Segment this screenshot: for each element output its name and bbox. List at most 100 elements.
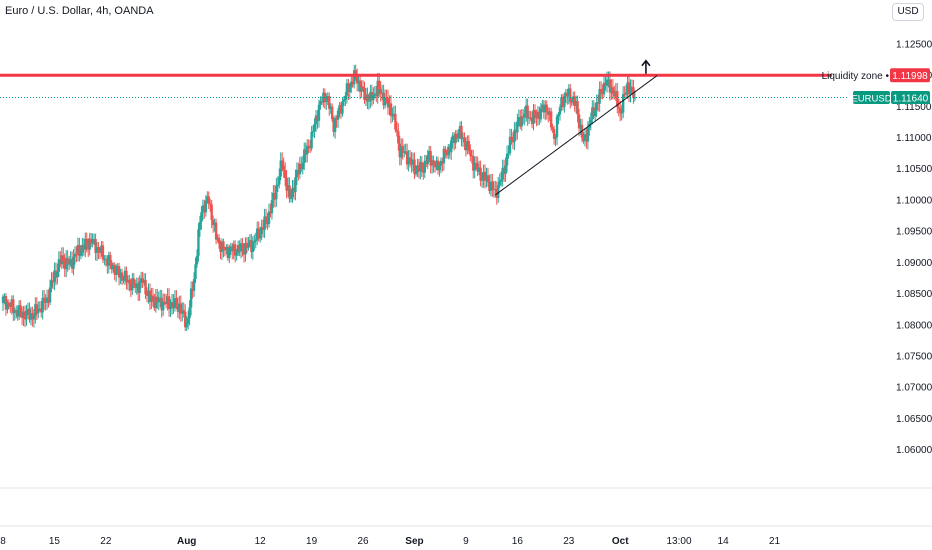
candle-body [53,270,56,283]
candle-body [233,244,237,256]
candle-body [238,245,241,252]
x-tick-label: 23 [563,536,575,547]
last-price-label: 1.11640 [893,94,929,105]
candle-body [464,142,468,151]
candle-body [289,197,293,199]
candle-body [114,266,118,275]
candle-body [395,129,399,132]
candle-body [591,107,594,120]
resistance-price-tag [890,68,930,83]
candle-body [248,240,252,243]
candle-body [328,96,331,109]
candle-body [350,81,353,88]
candle-body [97,247,100,252]
candle-body [173,298,177,309]
candle-body [257,228,260,239]
candle-body [585,134,588,142]
candle-body [348,87,352,92]
candle-body [281,160,284,166]
candle-body [492,188,496,190]
candle-body [607,79,610,81]
candle-body [411,159,415,165]
candle-body [258,233,262,239]
candle-body [367,100,371,102]
candle-body [420,162,424,169]
candle-body [457,133,460,139]
candle-body [564,92,568,96]
candle-body [574,100,578,107]
candle-body [44,301,47,303]
candle-body [317,104,321,121]
candle-body [91,239,94,244]
candle-body [455,133,459,139]
candle-body [401,146,404,153]
candle-body [216,237,219,240]
candle-body [153,301,156,309]
candle-body [361,86,365,89]
candle-body [422,168,425,173]
candle-body [325,97,328,102]
candle-body [210,204,213,220]
candle-body [619,108,622,114]
candle-body [119,272,122,278]
candle-body [419,162,422,172]
candle-body [389,103,393,116]
candle-body [536,111,540,119]
candle-body [32,315,36,320]
candle-body [555,116,559,137]
candle-body [182,310,185,312]
candle-body [633,97,637,99]
x-tick-label: 12 [255,536,267,547]
candle-body [542,104,545,113]
candle-body [571,96,575,103]
candle-body [477,167,481,172]
candle-body [435,160,438,168]
candle-body [125,270,128,283]
candle-body [276,184,280,186]
candle-body [10,299,14,308]
candle-body [491,181,494,190]
candle-body [150,295,153,302]
candle-body [450,140,453,153]
candle-body [231,246,234,252]
candle-body [451,135,454,141]
candle-body [375,93,378,97]
candle-body [85,238,88,245]
candle-body [380,92,384,94]
x-tick-label: Oct [612,536,629,547]
candle-body [288,185,291,199]
candle-body [538,111,541,120]
symbol-tag [853,91,890,105]
candle-body [388,103,391,108]
candle-body [329,106,332,109]
candle-body [322,92,325,103]
candle-body [598,89,601,104]
candle-body [103,259,106,261]
candle-body [98,251,102,253]
candle-body [358,80,362,92]
candle-body [554,136,557,139]
candle-body [282,165,285,171]
candle-body [586,127,590,142]
candle-body [167,296,171,309]
candle-body [117,266,121,278]
candle-body [485,175,488,181]
candle-body [186,317,190,324]
candle-body [244,242,247,255]
candle-body [454,133,457,144]
currency-button[interactable]: USD [892,3,924,21]
candle-body [172,302,175,309]
candle-body [188,307,191,318]
last-price-tag [891,91,930,105]
candle-body [132,278,135,286]
candle-body [301,162,304,170]
candle-body [425,160,428,165]
candle-body [630,86,634,88]
candle-body [320,101,324,103]
candle-body [194,264,197,280]
candle-body [225,246,228,250]
candle-body [335,117,338,120]
candle-body [270,200,274,214]
candle-body [530,117,534,125]
